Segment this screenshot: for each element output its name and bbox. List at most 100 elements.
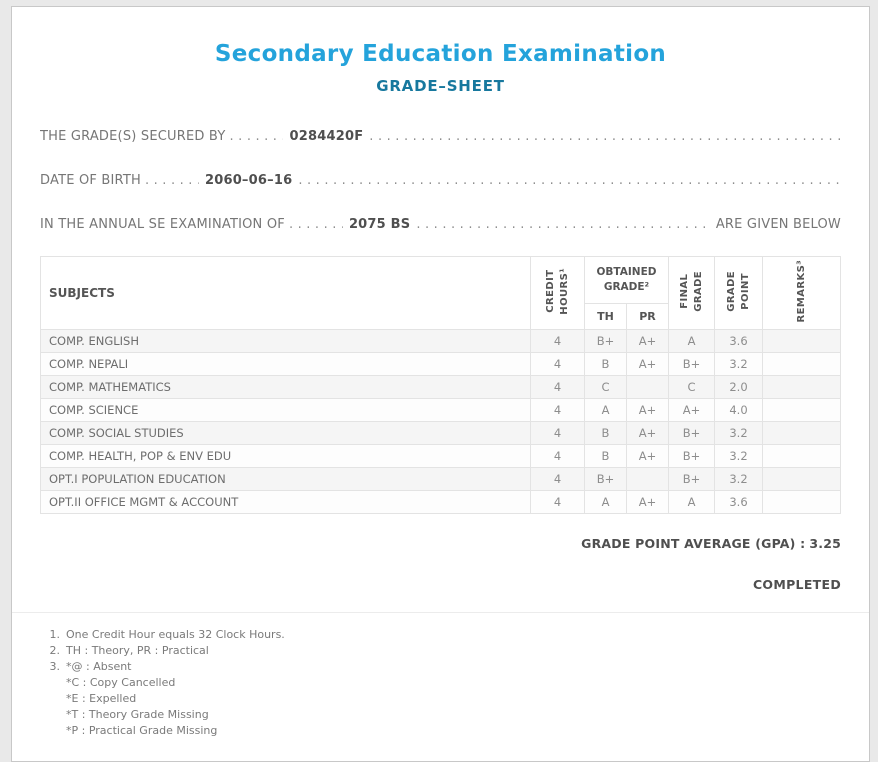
final-grade-cell: A — [668, 329, 715, 354]
footnote-text: *T : Theory Grade Missing — [66, 708, 209, 722]
pr-grade-cell: A+ — [626, 444, 669, 469]
subject-cell: COMP. MATHEMATICS — [40, 375, 531, 400]
footnote-line: *E : Expelled — [40, 691, 841, 707]
subject-cell: OPT.I POPULATION EDUCATION — [40, 467, 531, 492]
grade-point-cell: 3.2 — [714, 467, 763, 492]
footnote-number — [40, 691, 60, 707]
final-grade-vertical-label: FINAL GRADE — [678, 270, 704, 312]
th-grade-cell: A — [584, 398, 627, 423]
gpa-line: GRADE POINT AVERAGE (GPA) :3.25 — [40, 536, 841, 551]
grade-point-cell: 3.6 — [714, 490, 763, 515]
th-grade-cell: B+ — [584, 329, 627, 354]
candidate-info: THE GRADE(S) SECURED BY . . . . . . . . … — [40, 129, 841, 232]
symbol-number-value: 0284420F — [289, 129, 364, 144]
footnote-number: 1. — [49, 628, 61, 642]
grade-point-cell: 4.0 — [714, 398, 763, 423]
date-of-birth-line: DATE OF BIRTH . . . . . . . . . . . . . … — [40, 173, 841, 188]
grade-table-body: COMP. ENGLISH 4 B+ A+ A 3.6 COMP. NEPALI 4 B A+ B+… — [40, 329, 841, 515]
dotted-leader: . . . . . . . . . . . . . . . . . . . . … — [416, 217, 711, 232]
page-subtitle: GRADE–SHEET — [376, 77, 505, 95]
final-grade-cell: A — [668, 490, 715, 515]
remarks-cell — [762, 421, 841, 446]
credit-hours-cell: 4 — [530, 375, 585, 400]
examination-year-value: 2075 BS — [348, 217, 411, 232]
table-row: COMP. MATHEMATICS 4 C C 2.0 — [40, 375, 841, 400]
remarks-cell — [762, 375, 841, 400]
subject-cell: COMP. ENGLISH — [40, 329, 531, 354]
footnotes: 1. One Credit Hour equals 32 Clock Hours.… — [12, 612, 869, 739]
dotted-leader: . . . . . . . . . . . . . . . . . . . . … — [229, 129, 283, 144]
table-row: COMP. HEALTH, POP & ENV EDU 4 B A+ B+ 3.2 — [40, 444, 841, 469]
footnote-text: *@ : Absent — [66, 660, 132, 674]
footnote-line: 1. One Credit Hour equals 32 Clock Hours. — [40, 627, 841, 643]
col-header-grade-point: GRADE POINT — [714, 255, 763, 331]
subject-cell: COMP. HEALTH, POP & ENV EDU — [40, 444, 531, 469]
examination-line: IN THE ANNUAL SE EXAMINATION OF . . . . … — [40, 217, 841, 232]
th-grade-cell: B+ — [584, 467, 627, 492]
footnote-number: 2. — [49, 644, 61, 658]
th-grade-cell: B — [584, 352, 627, 377]
pr-grade-cell: A+ — [626, 421, 669, 446]
remarks-cell — [762, 329, 841, 354]
grade-table: SUBJECTS CREDIT HOURS¹ OBTAINED GRADE² F… — [40, 255, 841, 515]
th-grade-cell: B — [584, 444, 627, 469]
remarks-cell — [762, 467, 841, 492]
credit-hours-cell: 4 — [530, 421, 585, 446]
grade-sheet-card: Secondary Education Examination GRADE–SH… — [11, 6, 870, 762]
footnote-text: One Credit Hour equals 32 Clock Hours. — [66, 628, 285, 642]
status-completed: COMPLETED — [752, 577, 841, 593]
th-grade-cell: A — [584, 490, 627, 515]
footnote-text: *E : Expelled — [66, 692, 137, 706]
examination-label: IN THE ANNUAL SE EXAMINATION OF — [40, 217, 285, 232]
grade-point-cell: 3.2 — [714, 352, 763, 377]
grades-secured-line: THE GRADE(S) SECURED BY . . . . . . . . … — [40, 129, 841, 144]
final-grade-cell: A+ — [668, 398, 715, 423]
th-grade-cell: C — [584, 375, 627, 400]
footnote-number — [40, 707, 60, 723]
footnote-line: 3. *@ : Absent — [40, 659, 841, 675]
final-grade-cell: B+ — [668, 352, 715, 377]
gpa-value: 3.25 — [809, 536, 841, 552]
footnote-line: *C : Copy Cancelled — [40, 675, 841, 691]
date-of-birth-label: DATE OF BIRTH — [40, 173, 141, 188]
col-header-th: TH — [584, 302, 627, 331]
table-row: OPT.II OFFICE MGMT & ACCOUNT 4 A A+ A 3.6 — [40, 490, 841, 515]
dotted-leader: . . . . . . . . . . . . . . . . . . . . … — [288, 217, 343, 232]
table-row: COMP. SCIENCE 4 A A+ A+ 4.0 — [40, 398, 841, 423]
subject-cell: COMP. SOCIAL STUDIES — [40, 421, 531, 446]
final-grade-cell: C — [668, 375, 715, 400]
dotted-leader: . . . . . . . . . . . . . . . . . . . . … — [298, 173, 841, 188]
footnote-number — [40, 723, 60, 739]
remarks-cell — [762, 398, 841, 423]
remarks-vertical-label: REMARKS³ — [795, 260, 807, 323]
grade-point-cell: 3.6 — [714, 329, 763, 354]
final-grade-cell: B+ — [668, 467, 715, 492]
credit-hours-cell: 4 — [530, 444, 585, 469]
pr-grade-cell — [626, 467, 669, 492]
credit-hours-cell: 4 — [530, 352, 585, 377]
col-header-credit-hours: CREDIT HOURS¹ — [530, 255, 585, 331]
grade-table-header: SUBJECTS CREDIT HOURS¹ OBTAINED GRADE² F… — [40, 255, 841, 331]
credit-hours-cell: 4 — [530, 467, 585, 492]
page-title: Secondary Education Examination — [214, 41, 667, 67]
pr-grade-cell — [626, 375, 669, 400]
final-grade-cell: B+ — [668, 444, 715, 469]
col-header-final-grade: FINAL GRADE — [668, 255, 715, 331]
pr-grade-cell: A+ — [626, 398, 669, 423]
col-header-subjects: SUBJECTS — [40, 255, 531, 331]
footnote-text: *C : Copy Cancelled — [66, 676, 176, 690]
examination-suffix: ARE GIVEN BELOW — [715, 217, 841, 232]
credit-hours-cell: 4 — [530, 398, 585, 423]
subject-cell: OPT.II OFFICE MGMT & ACCOUNT — [40, 490, 531, 515]
dotted-leader: . . . . . . . . . . . . . . . . . . . . … — [369, 129, 841, 144]
col-header-pr: PR — [626, 302, 669, 331]
date-of-birth-value: 2060–06–16 — [204, 173, 293, 188]
pr-grade-cell: A+ — [626, 490, 669, 515]
grade-point-cell: 3.2 — [714, 421, 763, 446]
gpa-label: GRADE POINT AVERAGE (GPA) : — [581, 536, 806, 552]
col-header-obtained-grade: OBTAINED GRADE² — [584, 256, 669, 304]
final-grade-cell: B+ — [668, 421, 715, 446]
remarks-cell — [762, 352, 841, 377]
grade-point-cell: 2.0 — [714, 375, 763, 400]
col-header-remarks: REMARKS³ — [762, 255, 841, 331]
